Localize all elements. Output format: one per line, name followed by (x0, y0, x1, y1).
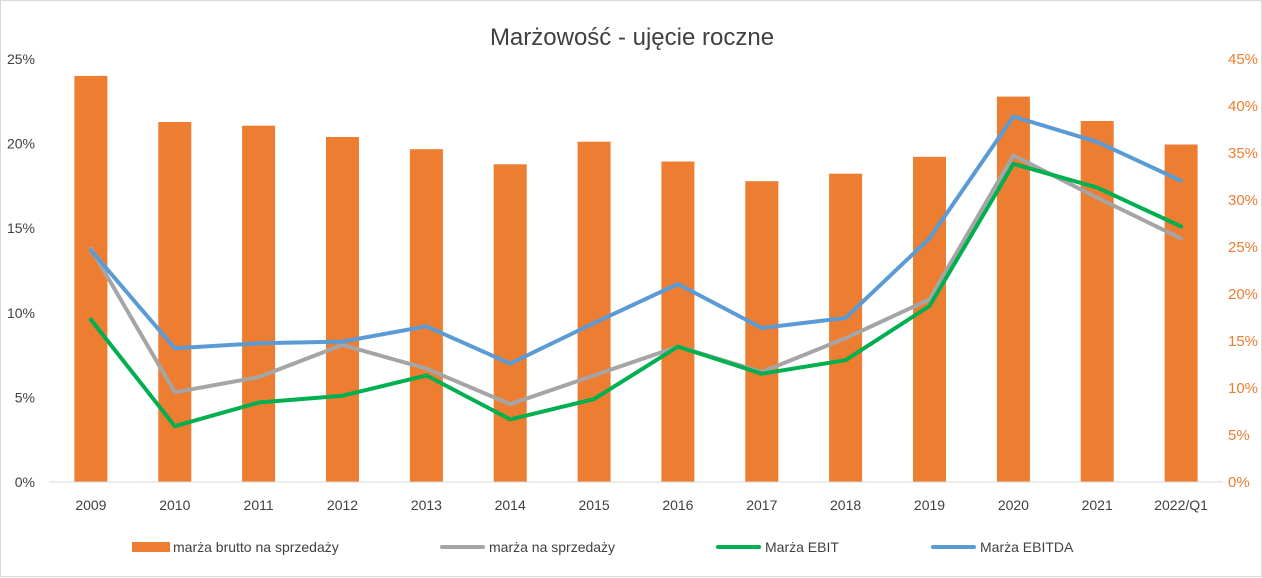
x-tick-label: 2011 (244, 497, 274, 513)
x-tick-label: 2018 (830, 497, 861, 513)
legend-label: Marża EBIT (765, 539, 839, 555)
y-right-tick-label: 25% (1228, 239, 1258, 256)
lines-layer (88, 114, 1184, 429)
y-left-tick-label: 0% (15, 474, 35, 490)
y-left-tick-label: 5% (15, 389, 35, 405)
x-tick-label: 2010 (159, 497, 190, 513)
y-right-tick-label: 0% (1228, 474, 1250, 491)
bar-2013 (409, 149, 443, 482)
x-tick-label: 2015 (579, 497, 610, 513)
bars-layer (74, 75, 1198, 483)
y-right-tick-label: 35% (1228, 145, 1258, 162)
y-right-tick-label: 15% (1228, 333, 1258, 350)
x-axis: 2009 2010 2011 2012 2013 2014 2015 2016 2017 2018… (49, 481, 1223, 513)
bar-2017 (745, 181, 779, 482)
legend-label: marża brutto na sprzedaży (173, 539, 339, 555)
bar-2014 (493, 164, 527, 483)
series-line-2 (88, 161, 1184, 429)
bar-2015 (577, 141, 611, 482)
y-left-tick-label: 20% (7, 136, 35, 152)
x-tick-label: 2020 (998, 497, 1029, 513)
y-right-tick-label: 30% (1228, 192, 1258, 209)
y-left-tick-label: 10% (7, 305, 35, 321)
bar-2021 (1080, 121, 1114, 482)
x-tick-label: 2017 (746, 497, 777, 513)
y-axis-left: 0% 5% 10% 15% 20% 25% (7, 51, 35, 490)
bar-2016 (661, 161, 695, 482)
y-right-tick-label: 5% (1228, 427, 1250, 444)
x-tick-label: 2012 (327, 497, 358, 513)
chart-title: Marżowość - ujęcie roczne (490, 24, 774, 51)
legend: marża brutto na sprzedaży marża na sprzed… (132, 539, 1074, 555)
x-tick-label: 2016 (662, 497, 693, 513)
bar-2011 (242, 125, 276, 482)
y-right-tick-label: 20% (1228, 286, 1258, 303)
y-left-tick-label: 25% (7, 51, 35, 67)
bar-2019 (913, 156, 946, 483)
x-tick-label: 2022/Q1 (1154, 497, 1208, 513)
bar-2012 (326, 137, 359, 482)
y-right-tick-label: 45% (1228, 51, 1258, 68)
y-right-tick-label: 10% (1228, 380, 1258, 397)
x-tick-label: 2019 (914, 497, 945, 513)
legend-swatch-bar (132, 542, 170, 552)
x-tick-label: 2021 (1082, 497, 1113, 513)
x-tick-label: 2013 (411, 497, 442, 513)
series-line-3 (88, 114, 1184, 366)
y-left-tick-label: 15% (7, 220, 35, 236)
y-axis-right: 0% 5% 10% 15% 20% 25% 30% 35% 40% 45% (1228, 51, 1258, 491)
series-line-1 (88, 153, 1184, 407)
x-tick-label: 2009 (75, 497, 106, 513)
bar-2018 (829, 173, 863, 482)
legend-label: marża na sprzedaży (489, 539, 615, 555)
bar-2022-Q1 (1164, 144, 1198, 482)
y-right-tick-label: 40% (1228, 98, 1258, 115)
x-tick-label: 2014 (495, 497, 526, 513)
bar-2009 (74, 75, 108, 483)
legend-label: Marża EBITDA (980, 539, 1074, 555)
